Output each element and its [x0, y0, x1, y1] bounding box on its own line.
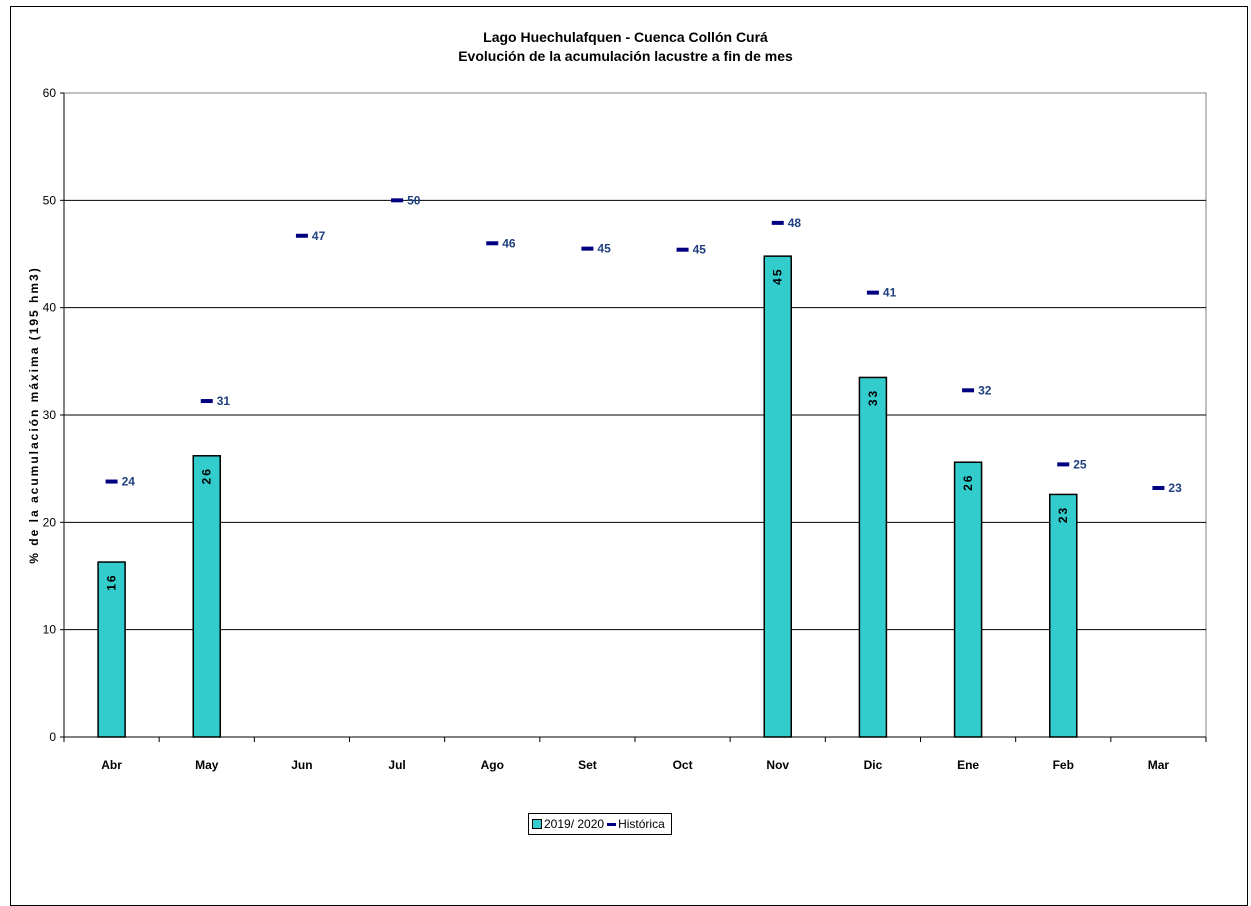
historica-data-label: 47: [312, 229, 326, 243]
y-tick-label: 60: [43, 86, 57, 100]
x-tick-label: May: [195, 758, 219, 772]
bar: [858, 376, 888, 738]
historica-marker: [1057, 462, 1070, 467]
chart-title: Lago Huechulafquen - Cuenca Collón Curá: [483, 29, 768, 45]
bar-data-label: 26: [200, 467, 214, 484]
historica-data-label: 31: [217, 394, 231, 408]
historica-marker: [391, 198, 404, 203]
historica-data-label: 25: [1073, 457, 1087, 471]
y-tick-label: 20: [43, 515, 57, 529]
x-tick-label: Jun: [291, 758, 312, 772]
historica-data-label: 32: [978, 383, 992, 397]
y-tick-label: 30: [43, 408, 57, 422]
bar-data-label: 26: [961, 474, 975, 491]
chart-legend: 2019/ 2020 Histórica: [528, 813, 672, 835]
legend-swatch-historica: [607, 822, 617, 826]
bar: [953, 461, 983, 738]
bar-data-label: 33: [866, 389, 880, 406]
historica-marker: [486, 241, 499, 246]
x-tick-label: Set: [578, 758, 597, 772]
y-tick-label: 10: [43, 623, 57, 637]
historica-data-label: 50: [407, 193, 421, 207]
historica-marker: [1152, 485, 1165, 490]
historica-data-label: 41: [883, 286, 897, 300]
bar: [763, 255, 792, 738]
x-tick-label: Dic: [864, 758, 883, 772]
historica-data-label: 46: [502, 236, 516, 250]
x-tick-label: Feb: [1053, 758, 1074, 772]
historica-marker: [581, 246, 594, 251]
legend-swatch-bars: [532, 819, 542, 829]
historica-marker: [771, 220, 784, 225]
y-axis-title: % de la acumulación máxima (195 hm3): [27, 266, 41, 563]
bar: [97, 561, 126, 738]
x-tick-label: Abr: [101, 758, 122, 772]
x-tick-label: Ene: [957, 758, 979, 772]
x-tick-label: Nov: [766, 758, 789, 772]
bar-data-label: 16: [105, 573, 119, 590]
historica-data-label: 24: [122, 475, 136, 489]
chart-plot: 0 10 20 30 40 50 60 Abr May Jun Jul Ago Set Oct Nov Dic…: [27, 86, 1207, 772]
chart-subtitle: Evolución de la acumulación lacustre a f…: [458, 48, 793, 64]
historica-data-label: 45: [597, 242, 611, 256]
bar-data-label: 45: [771, 267, 785, 284]
historica-data-label: 48: [788, 216, 802, 230]
legend-item-historica: Histórica: [607, 817, 665, 831]
historica-marker: [962, 388, 975, 393]
legend-item-bars: 2019/ 2020: [532, 817, 604, 831]
y-tick-label: 0: [49, 730, 56, 744]
historica-data-label: 23: [1168, 481, 1182, 495]
bar: [1049, 493, 1078, 738]
x-tick-label: Ago: [481, 758, 504, 772]
historica-data-label: 45: [693, 243, 707, 257]
legend-label-bars: 2019/ 2020: [544, 817, 605, 831]
historica-marker: [105, 479, 118, 484]
y-tick-label: 50: [43, 193, 57, 207]
historica-marker: [866, 290, 879, 295]
historica-marker: [676, 247, 689, 252]
historica-marker: [295, 233, 308, 238]
bar-data-label: 23: [1056, 506, 1070, 523]
bar: [192, 455, 221, 738]
legend-label-historica: Histórica: [618, 817, 665, 831]
historica-marker: [200, 399, 213, 404]
x-tick-label: Jul: [388, 758, 405, 772]
x-tick-label: Oct: [673, 758, 693, 772]
x-tick-label: Mar: [1148, 758, 1170, 772]
y-tick-label: 40: [43, 301, 57, 315]
